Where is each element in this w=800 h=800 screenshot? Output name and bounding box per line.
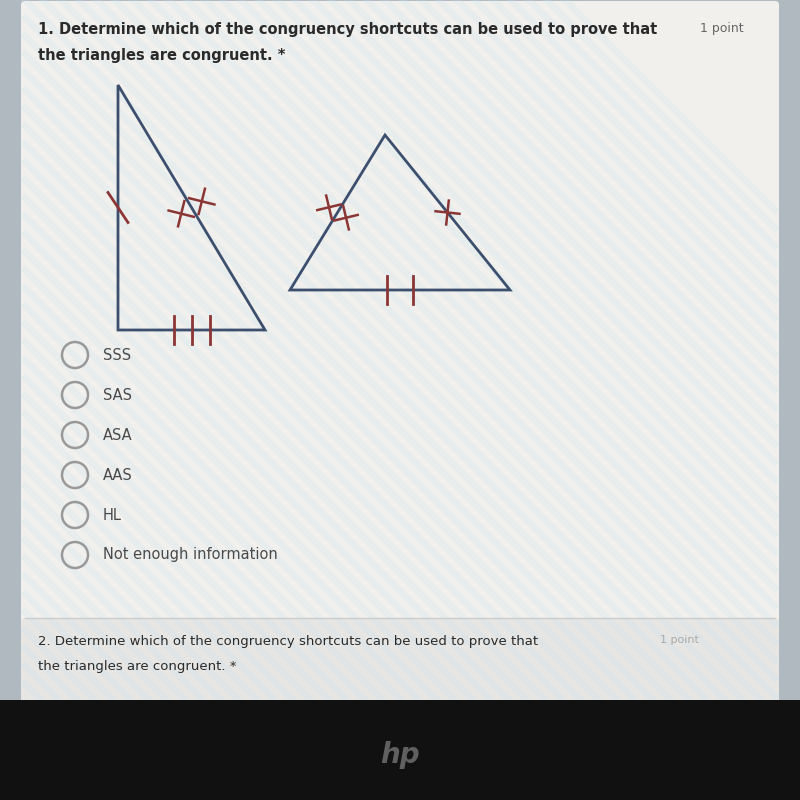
Bar xyxy=(0,700,800,800)
Text: SAS: SAS xyxy=(103,387,132,402)
Text: SSS: SSS xyxy=(103,347,131,362)
Text: ASA: ASA xyxy=(103,427,133,442)
Text: the triangles are congruent. *: the triangles are congruent. * xyxy=(38,660,237,673)
Text: 1 point: 1 point xyxy=(700,22,744,35)
Text: HL: HL xyxy=(103,507,122,522)
Text: AAS: AAS xyxy=(103,467,133,482)
Text: hp: hp xyxy=(380,741,420,769)
FancyBboxPatch shape xyxy=(21,618,779,721)
Text: the triangles are congruent. *: the triangles are congruent. * xyxy=(38,48,286,63)
FancyBboxPatch shape xyxy=(21,1,779,629)
Text: 1. Determine which of the congruency shortcuts can be used to prove that: 1. Determine which of the congruency sho… xyxy=(38,22,658,37)
Text: 1 point: 1 point xyxy=(660,635,699,645)
Text: 2. Determine which of the congruency shortcuts can be used to prove that: 2. Determine which of the congruency sho… xyxy=(38,635,538,648)
Text: Not enough information: Not enough information xyxy=(103,547,278,562)
